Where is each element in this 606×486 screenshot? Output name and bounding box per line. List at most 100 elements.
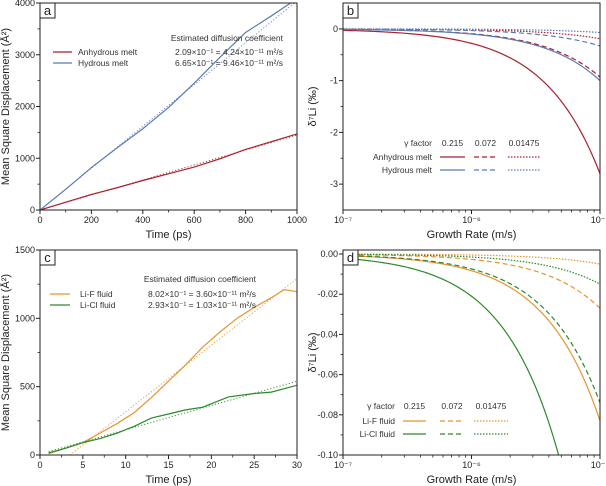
y-tick-label: 500: [20, 382, 35, 392]
legend-column-header: 0.215: [404, 401, 426, 411]
panel-label-box: [39, 249, 56, 266]
x-tick-label: 25: [249, 460, 259, 470]
series-line: [40, 133, 297, 210]
panel-a: 0 200 400 600 800 1000 0 1000 2000 3000 4000 Time (…: [0, 0, 307, 241]
y-tick-label: -0.08: [317, 410, 338, 420]
x-tick-label: 10⁻⁶: [462, 460, 481, 470]
x-axis-label: Growth Rate (m/s): [427, 229, 517, 241]
x-tick-label: 10⁻⁷: [334, 460, 352, 470]
plot-frame: [39, 249, 298, 456]
legend-row-label: Hydrous melt: [382, 165, 433, 175]
x-tick-label: 15: [163, 460, 173, 470]
x-tick-label: 5: [80, 460, 85, 470]
x-tick-label: 20: [206, 460, 216, 470]
y-tick-label: 1500: [15, 245, 35, 255]
legend-column-header: 0.01475: [509, 138, 540, 148]
x-tick-label: 10⁻⁵: [591, 215, 606, 225]
panel-label-box: [39, 2, 56, 19]
legend: γ factor 0.215 0.072 0.01475 Anhydrous melt H…: [373, 138, 540, 175]
x-tick-label: 800: [238, 215, 253, 225]
y-tick-label: -2: [330, 127, 338, 137]
x-tick-label: 0: [37, 460, 42, 470]
y-tick-label: 0: [333, 24, 338, 34]
y-tick-label: 3000: [15, 50, 35, 60]
legend-label: Li-F fluid: [80, 289, 113, 299]
diffusion-coefficient: 2.93×10⁻¹ = 1.03×10⁻¹¹ m²/s: [148, 300, 256, 310]
y-tick-label: -0.06: [317, 370, 338, 380]
y-tick-label: 0: [30, 450, 35, 460]
x-tick-label: 1000: [287, 215, 307, 225]
fit-line: [40, 3, 295, 210]
fit-line: [48, 380, 297, 453]
legend-label: Hydrous melt: [78, 58, 129, 68]
series-line: [343, 254, 600, 403]
series-line: [343, 255, 600, 422]
legend-row-label: Anhydrous melt: [373, 152, 433, 162]
x-axis-label: Time (ps): [145, 229, 191, 241]
plot-frame: [342, 2, 601, 211]
plot-frame: [342, 249, 601, 456]
series-line: [343, 28, 600, 78]
y-axis-label: δ⁷Li (‰): [307, 332, 319, 372]
y-tick-label: 2000: [15, 102, 35, 112]
legend-label: Li-Cl fluid: [80, 300, 116, 310]
series-line: [343, 257, 560, 455]
x-tick-label: 10⁻⁵: [591, 460, 606, 470]
legend-column-header: 0.072: [475, 138, 497, 148]
legend-label: Anhydrous melt: [78, 47, 138, 57]
x-tick-label: 30: [292, 460, 302, 470]
series-line: [343, 29, 600, 174]
legend: γ factor 0.215 0.072 0.01475 Li-F fluid Li-Cl…: [360, 401, 508, 439]
y-tick-label: 0: [30, 205, 35, 215]
y-tick-label: 0.00: [320, 249, 338, 259]
series-line: [343, 253, 600, 285]
x-tick-label: 400: [135, 215, 150, 225]
panel-c: 0 5 10 15 20 25 30 0 500 1000 1500 Time (ps) Mean Sq…: [0, 245, 302, 486]
legend-title: Estimated diffusion coefficient: [144, 274, 257, 284]
panel-label: a: [44, 3, 52, 18]
legend: Estimated diffusion coefficient Li-F flui…: [50, 274, 257, 310]
series-group: [48, 278, 297, 455]
legend: Estimated diffusion coefficient Anhydrous…: [53, 33, 284, 68]
legend-title: γ factor: [367, 401, 395, 411]
x-tick-label: 200: [84, 215, 99, 225]
series-group: [343, 28, 600, 174]
diffusion-coefficient: 2.09×10⁻¹ = 4.24×10⁻¹¹ m²/s: [175, 47, 283, 57]
panel-label: d: [347, 250, 354, 265]
y-tick-label: -0.10: [317, 450, 338, 460]
y-axis-label: δ⁷Li (‰): [307, 86, 319, 126]
series-line: [48, 289, 297, 455]
diffusion-coefficient: 8.02×10⁻¹ = 3.60×10⁻¹¹ m²/s: [148, 289, 256, 299]
x-tick-label: 10: [121, 460, 131, 470]
x-tick-label: 600: [187, 215, 202, 225]
series-group: [343, 253, 600, 455]
panel-label-box: [342, 249, 359, 266]
x-tick-label: 10⁻⁷: [334, 215, 352, 225]
legend-title: Estimated diffusion coefficient: [171, 33, 284, 43]
y-tick-label: 1000: [15, 313, 35, 323]
legend-row-label: Li-F fluid: [362, 416, 395, 426]
y-axis-label: Mean Square Displacement (Å²): [0, 28, 12, 185]
plot-frame: [39, 2, 298, 211]
series-group: [40, 3, 297, 210]
x-tick-label: 10⁻⁶: [462, 215, 481, 225]
y-tick-label: -0.02: [317, 289, 338, 299]
panel-label: c: [44, 250, 51, 265]
y-tick-label: -1: [330, 76, 338, 86]
y-tick-label: 4000: [15, 0, 35, 8]
y-axis-label: Mean Square Displacement (Å²): [0, 274, 12, 431]
legend-title: γ factor: [404, 138, 432, 148]
series-line: [48, 384, 297, 454]
x-tick-label: 0: [37, 215, 42, 225]
series-line: [343, 28, 600, 82]
legend-column-header: 0.01475: [476, 401, 507, 411]
y-tick-label: -3: [330, 179, 338, 189]
y-tick-label: -0.04: [317, 329, 338, 339]
x-axis-label: Growth Rate (m/s): [427, 474, 517, 486]
legend-row-label: Li-Cl fluid: [360, 429, 396, 439]
diffusion-coefficient: 6.65×10⁻¹ = 9.46×10⁻¹¹ m²/s: [175, 58, 283, 68]
panel-d: 10⁻⁷ 10⁻⁶ 10⁻⁵ 0.00 -0.02 -0.04 -0.06 -0.08 -0.1…: [307, 249, 606, 486]
panel-label-box: [342, 2, 359, 19]
panel-b: 10⁻⁷ 10⁻⁶ 10⁻⁵ 0 -1 -2 -3 Growth Rate (m/s) δ⁷Li…: [307, 2, 606, 241]
